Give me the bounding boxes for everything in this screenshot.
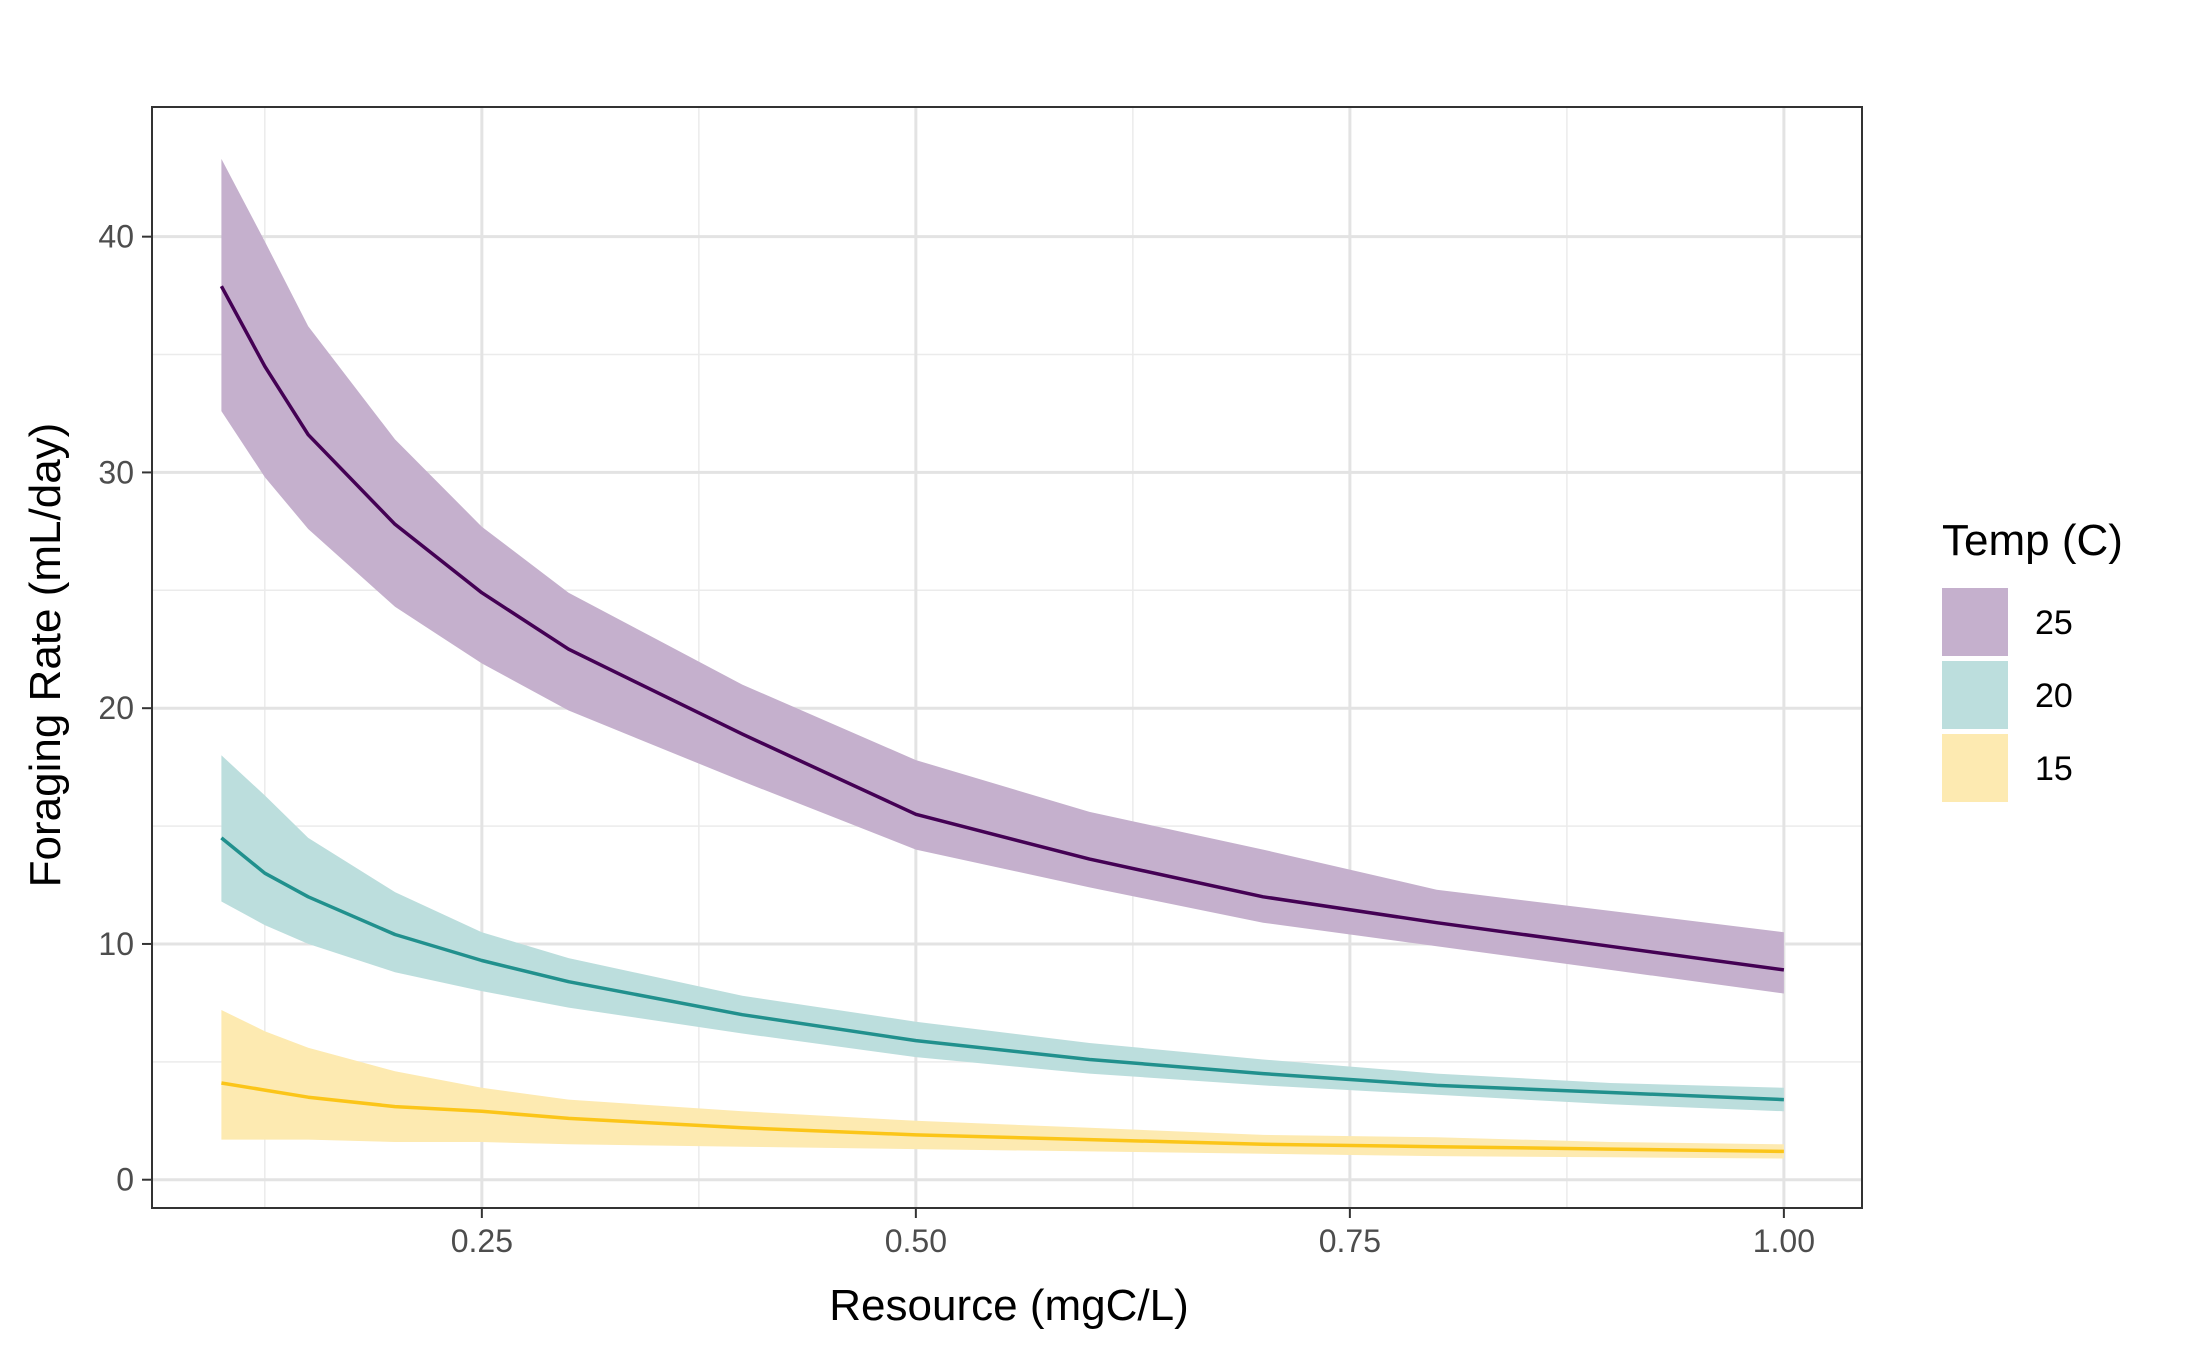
series-lines: [219, 285, 1785, 1154]
y-axis-ticks: 0 10 20 30 40: [98, 219, 152, 1198]
x-axis-ticks: 0.25 0.50 0.75 1.00: [451, 1208, 1815, 1259]
legend-title: Temp (C): [1942, 516, 2123, 565]
legend-label-20: 20: [2035, 677, 2073, 715]
x-tick-label: 1.00: [1753, 1223, 1815, 1259]
legend-label-25: 25: [2035, 604, 2073, 642]
y-tick-label: 40: [98, 219, 134, 255]
y-tick-label: 20: [98, 690, 134, 726]
line-25: [219, 285, 1785, 972]
y-tick-label: 0: [116, 1162, 134, 1198]
x-axis-title: Resource (mgC/L): [829, 1281, 1188, 1330]
x-tick-label: 0.50: [885, 1223, 947, 1259]
ribbon-20: [221, 755, 1784, 1112]
ribbon-25: [221, 158, 1784, 994]
legend-swatch-20: [1942, 661, 2008, 729]
y-tick-label: 10: [98, 926, 134, 962]
legend: Temp (C) 25 20 15: [1942, 516, 2123, 802]
line-15: [221, 1081, 1784, 1154]
legend-swatch-25: [1942, 588, 2008, 656]
x-tick-label: 0.25: [451, 1223, 513, 1259]
legend-swatch-15: [1942, 734, 2008, 802]
legend-label-15: 15: [2035, 750, 2073, 788]
y-tick-label: 30: [98, 454, 134, 490]
x-tick-label: 0.75: [1319, 1223, 1381, 1259]
panel-background: [152, 107, 1862, 1208]
line-20: [220, 836, 1784, 1102]
y-axis-title: Foraging Rate (mL/day): [21, 423, 70, 888]
panel-border: [151, 106, 1863, 1209]
